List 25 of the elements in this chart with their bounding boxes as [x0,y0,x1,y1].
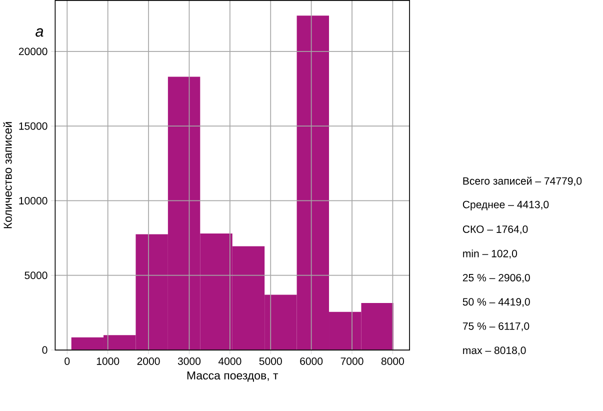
text: 75 % – 6117,0 [462,322,530,331]
text: Всего записей – 74779,0 [463,176,582,186]
y-tick-label: 10000 [19,196,48,204]
y-tick-label: 15000 [19,122,48,130]
text: а [36,28,44,37]
x-tick-label: 2000 [137,357,160,365]
x-tick-label: 3000 [178,357,201,365]
x-tick-label: 4000 [218,357,242,365]
x-tick-label: 1000 [96,357,120,365]
y-axis-title: Количество записей [3,122,12,228]
y-tick-label: 20000 [18,48,48,56]
text: 25 % – 2906,0 [462,274,530,283]
text: Среднее – 4413,0 [462,200,549,210]
text: 50 % – 4419,0 [462,298,530,307]
x-tick-label: 5000 [259,357,282,365]
x-tick-label: 8000 [381,357,404,365]
text: СКО – 1764,0 [462,225,528,234]
x-axis-title: Масса поездов, т [187,371,278,382]
text: min – 102,0 [463,249,518,258]
y-tick-label: 5000 [24,272,48,279]
x-tick-label: 0 [64,357,70,365]
y-tick-label: 0 [42,346,48,354]
text: max – 8018,0 [463,346,526,356]
x-tick-label: 7000 [340,357,364,365]
x-tick-label: 6000 [300,357,323,365]
